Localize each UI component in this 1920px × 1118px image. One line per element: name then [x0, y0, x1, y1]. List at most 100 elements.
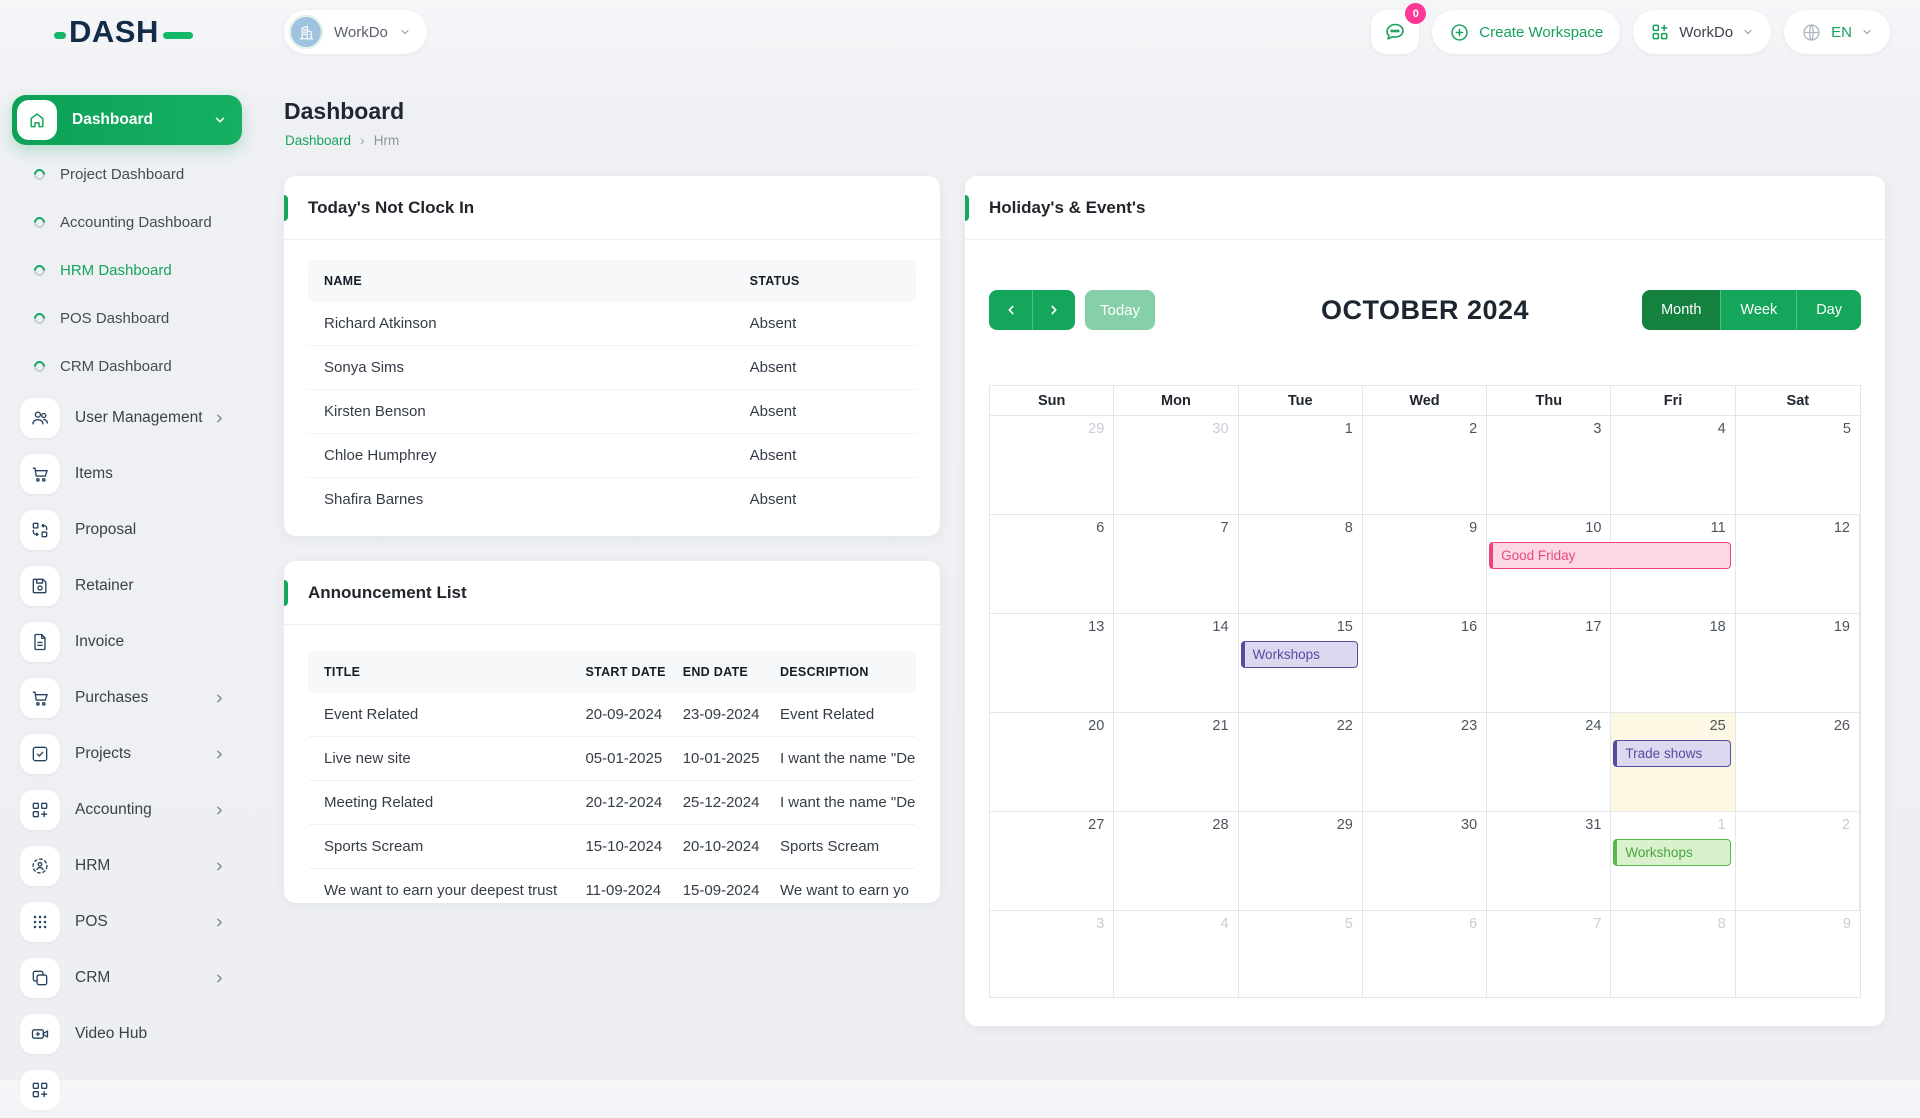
sidebar-item-accounting-dashboard[interactable]: Accounting Dashboard: [0, 198, 262, 246]
breadcrumb-dashboard-link[interactable]: Dashboard: [285, 133, 351, 148]
calendar-event[interactable]: Trade shows: [1613, 740, 1730, 767]
proposal-icon: [20, 510, 60, 550]
status-donut-icon: [32, 262, 48, 278]
calendar-day-cell[interactable]: 12: [1736, 515, 1860, 613]
workdo-menu-label: WorkDo: [1679, 24, 1733, 41]
sidebar-item-label: HRM: [75, 857, 213, 875]
sidebar-item-invoice[interactable]: Invoice: [0, 614, 262, 670]
calendar-day-header: Fri: [1611, 386, 1735, 415]
table-cell: Live new site: [308, 737, 569, 781]
calendar-day-cell[interactable]: 2: [1363, 416, 1487, 514]
calendar-day-cell[interactable]: 1: [1239, 416, 1363, 514]
calendar-day-cell[interactable]: 27: [990, 812, 1114, 910]
sidebar-active-label: Dashboard: [72, 111, 213, 129]
sidebar-item-project-dashboard[interactable]: Project Dashboard: [0, 150, 262, 198]
sidebar-item-projects[interactable]: Projects: [0, 726, 262, 782]
calendar-day-cell[interactable]: 17: [1487, 614, 1611, 712]
calendar-day-cell[interactable]: 5: [1736, 416, 1860, 514]
calendar-view-day-button[interactable]: Day: [1796, 290, 1861, 330]
calendar-day-cell[interactable]: 4: [1611, 416, 1735, 514]
calendar-day-cell[interactable]: 21: [1114, 713, 1238, 811]
calendar-day-cell[interactable]: 8: [1239, 515, 1363, 613]
calendar-day-cell[interactable]: 18: [1611, 614, 1735, 712]
calendar-day-cell[interactable]: 8: [1611, 911, 1735, 997]
calendar-day-cell[interactable]: 3: [990, 911, 1114, 997]
app-logo[interactable]: DASH: [54, 14, 193, 50]
sidebar-item-pos[interactable]: POS: [0, 894, 262, 950]
chevron-down-icon: [1861, 26, 1873, 38]
logo-accent-dot: [54, 32, 66, 39]
calendar-day-cell[interactable]: 16: [1363, 614, 1487, 712]
sidebar-item-video-hub[interactable]: Video Hub: [0, 1006, 262, 1062]
sidebar-item-user-management[interactable]: User Management: [0, 390, 262, 446]
sidebar-item-partial[interactable]: [0, 1062, 262, 1118]
sidebar: Dashboard Project Dashboard Accounting D…: [0, 64, 262, 1080]
calendar-day-cell[interactable]: 19: [1736, 614, 1860, 712]
calendar-next-button[interactable]: [1032, 290, 1075, 330]
sidebar-item-retainer[interactable]: Retainer: [0, 558, 262, 614]
calendar-prev-button[interactable]: [989, 290, 1032, 330]
language-selector[interactable]: EN: [1784, 10, 1890, 54]
calendar-view-week-button[interactable]: Week: [1720, 290, 1796, 330]
sidebar-item-crm-dashboard[interactable]: CRM Dashboard: [0, 342, 262, 390]
workdo-menu-button[interactable]: WorkDo: [1633, 10, 1771, 54]
sidebar-item-dashboard[interactable]: Dashboard: [12, 95, 242, 145]
calendar-day-cell[interactable]: 14: [1114, 614, 1238, 712]
workspace-avatar: [289, 15, 323, 49]
calendar-event[interactable]: Workshops: [1241, 641, 1358, 668]
calendar-day-header: Tue: [1239, 386, 1363, 415]
table-header-cell: START DATE: [569, 651, 666, 693]
table-cell: Absent: [734, 478, 916, 522]
status-donut-icon: [32, 214, 48, 230]
calendar-day-cell[interactable]: 9: [1363, 515, 1487, 613]
calendar-day-cell[interactable]: 31: [1487, 812, 1611, 910]
calendar-day-cell[interactable]: 13: [990, 614, 1114, 712]
calendar-day-cell[interactable]: 6: [1363, 911, 1487, 997]
calendar-day-cell[interactable]: 26: [1736, 713, 1860, 811]
calendar-day-cell[interactable]: 2: [1736, 812, 1860, 910]
calendar-day-cell[interactable]: 29: [1239, 812, 1363, 910]
calendar-day-cell[interactable]: 20: [990, 713, 1114, 811]
calendar-day-cell[interactable]: 28: [1114, 812, 1238, 910]
calendar-day-cell[interactable]: 23: [1363, 713, 1487, 811]
calendar-day-cell[interactable]: 22: [1239, 713, 1363, 811]
sidebar-item-purchases[interactable]: Purchases: [0, 670, 262, 726]
sidebar-item-hrm-dashboard[interactable]: HRM Dashboard: [0, 246, 262, 294]
calendar-view-month-button[interactable]: Month: [1642, 290, 1720, 330]
table-cell: Chloe Humphrey: [308, 434, 734, 478]
sidebar-item-pos-dashboard[interactable]: POS Dashboard: [0, 294, 262, 342]
table-cell: Event Related: [764, 693, 916, 737]
sidebar-item-proposal[interactable]: Proposal: [0, 502, 262, 558]
hrm-icon: [20, 846, 60, 886]
sidebar-item-items[interactable]: Items: [0, 446, 262, 502]
calendar-event[interactable]: Good Friday: [1489, 542, 1731, 569]
breadcrumb: Dashboard › Hrm: [285, 132, 399, 148]
messages-button[interactable]: 0: [1371, 10, 1419, 54]
sidebar-item-crm[interactable]: CRM: [0, 950, 262, 1006]
calendar-day-cell[interactable]: 4: [1114, 911, 1238, 997]
calendar-day-header: Wed: [1363, 386, 1487, 415]
crm-icon: [20, 958, 60, 998]
create-workspace-button[interactable]: Create Workspace: [1432, 10, 1620, 54]
calendar-day-cell[interactable]: 5: [1239, 911, 1363, 997]
calendar-event[interactable]: Workshops: [1613, 839, 1730, 866]
accounting-icon: [20, 790, 60, 830]
calendar-day-cell[interactable]: 30: [1114, 416, 1238, 514]
calendar-day-cell[interactable]: 30: [1363, 812, 1487, 910]
calendar-day-cell[interactable]: 24: [1487, 713, 1611, 811]
calendar-day-cell[interactable]: 7: [1114, 515, 1238, 613]
calendar-day-cell[interactable]: 29: [990, 416, 1114, 514]
workspace-selector[interactable]: WorkDo: [284, 10, 427, 54]
calendar-day-cell[interactable]: 6: [990, 515, 1114, 613]
sidebar-item-hrm[interactable]: HRM: [0, 838, 262, 894]
table-cell: Event Related: [308, 693, 569, 737]
calendar-day-cell[interactable]: 7: [1487, 911, 1611, 997]
calendar-today-button[interactable]: Today: [1085, 290, 1155, 330]
calendar-day-cell[interactable]: 3: [1487, 416, 1611, 514]
sidebar-item-accounting[interactable]: Accounting: [0, 782, 262, 838]
calendar-day-cell[interactable]: 9: [1736, 911, 1860, 997]
